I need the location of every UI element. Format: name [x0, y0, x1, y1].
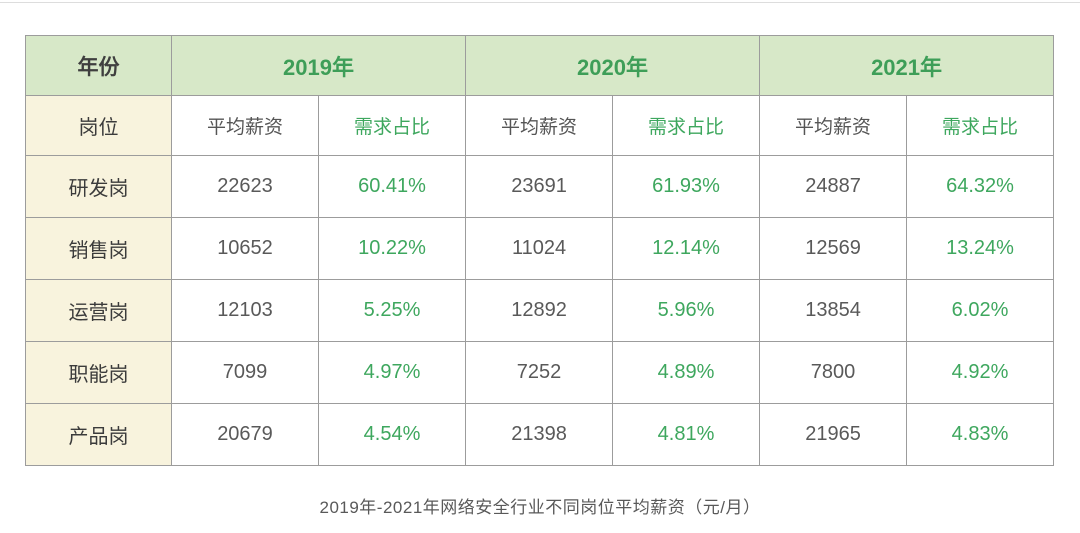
demand-cell: 64.32%: [906, 155, 1055, 218]
table-row-rd: 研发岗 22623 60.41% 23691 61.93% 24887 64.3…: [25, 155, 1055, 218]
demand-cell: 61.93%: [612, 155, 761, 218]
salary-subheader-2020: 平均薪资: [465, 95, 614, 156]
position-corner-header: 岗位: [25, 95, 172, 156]
demand-cell: 4.81%: [612, 403, 761, 466]
position-label: 产品岗: [25, 403, 172, 466]
year-corner-header: 年份: [25, 35, 172, 96]
salary-subheader-2019: 平均薪资: [171, 95, 319, 156]
salary-cell: 12569: [759, 217, 908, 280]
table-row-product: 产品岗 20679 4.54% 21398 4.81% 21965 4.83%: [25, 403, 1055, 466]
table-row-ops: 运营岗 12103 5.25% 12892 5.96% 13854 6.02%: [25, 279, 1055, 342]
position-label: 运营岗: [25, 279, 172, 342]
year-header-2021: 2021年: [759, 35, 1055, 96]
demand-cell: 4.92%: [906, 341, 1055, 404]
table-row-functional: 职能岗 7099 4.97% 7252 4.89% 7800 4.92%: [25, 341, 1055, 404]
salary-cell: 7099: [171, 341, 319, 404]
salary-cell: 22623: [171, 155, 319, 218]
demand-cell: 6.02%: [906, 279, 1055, 342]
year-header-2020: 2020年: [465, 35, 761, 96]
demand-cell: 4.97%: [317, 341, 467, 404]
salary-cell: 12892: [465, 279, 614, 342]
demand-subheader-2020: 需求占比: [612, 95, 761, 156]
salary-subheader-2021: 平均薪资: [759, 95, 908, 156]
demand-cell: 4.89%: [612, 341, 761, 404]
subheader-row: 岗位 平均薪资 需求占比 平均薪资 需求占比 平均薪资 需求占比: [25, 95, 1055, 156]
salary-cell: 7800: [759, 341, 908, 404]
salary-cell: 7252: [465, 341, 614, 404]
demand-subheader-2021: 需求占比: [906, 95, 1055, 156]
salary-cell: 10652: [171, 217, 319, 280]
salary-cell: 12103: [171, 279, 319, 342]
salary-cell: 21965: [759, 403, 908, 466]
demand-cell: 60.41%: [317, 155, 467, 218]
salary-table: 年份 2019年 2020年 2021年 岗位 平均薪资 需求占比 平均薪资 需…: [25, 35, 1055, 466]
demand-cell: 5.25%: [317, 279, 467, 342]
salary-cell: 20679: [171, 403, 319, 466]
demand-cell: 10.22%: [317, 217, 467, 280]
demand-cell: 12.14%: [612, 217, 761, 280]
year-header-2019: 2019年: [170, 35, 467, 96]
position-label: 销售岗: [25, 217, 172, 280]
top-divider: [0, 2, 1080, 3]
table-row-sales: 销售岗 10652 10.22% 11024 12.14% 12569 13.2…: [25, 217, 1055, 280]
salary-cell: 13854: [759, 279, 908, 342]
demand-cell: 5.96%: [612, 279, 761, 342]
position-label: 研发岗: [25, 155, 172, 218]
demand-cell: 4.83%: [906, 403, 1055, 466]
position-label: 职能岗: [25, 341, 172, 404]
salary-cell: 23691: [465, 155, 614, 218]
year-header-row: 年份 2019年 2020年 2021年: [25, 35, 1055, 96]
table-caption: 2019年-2021年网络安全行业不同岗位平均薪资（元/月）: [319, 498, 761, 517]
demand-cell: 4.54%: [317, 403, 467, 466]
demand-cell: 13.24%: [906, 217, 1055, 280]
salary-cell: 11024: [465, 217, 614, 280]
salary-cell: 24887: [759, 155, 908, 218]
salary-cell: 21398: [465, 403, 614, 466]
demand-subheader-2019: 需求占比: [317, 95, 467, 156]
